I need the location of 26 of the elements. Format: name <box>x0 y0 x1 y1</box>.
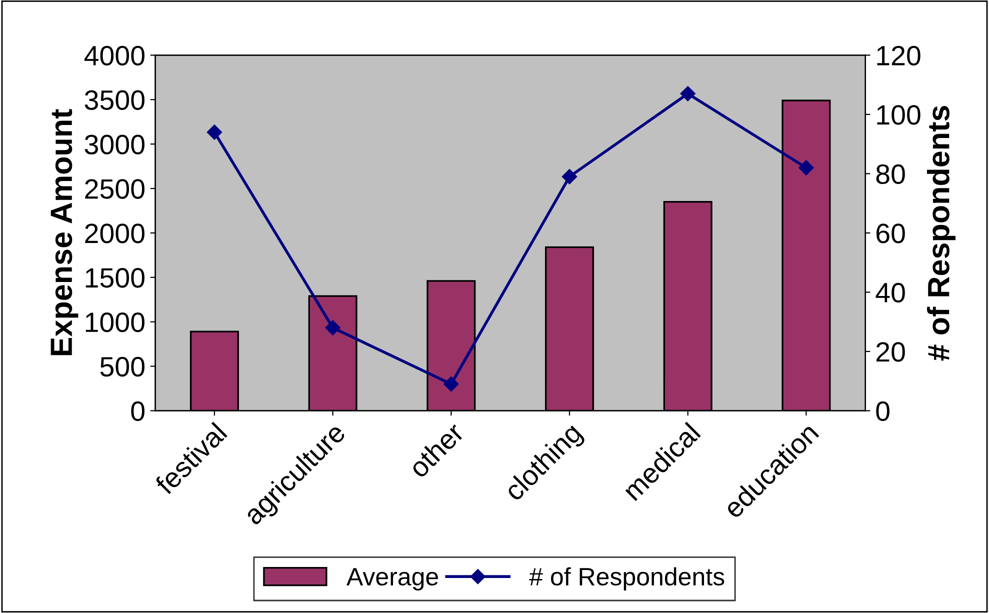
point <box>562 169 578 184</box>
point <box>444 376 459 392</box>
y2-tick-label: 120 <box>877 46 920 66</box>
y-tick-label: 1000 <box>86 312 144 332</box>
y-tick-label: 3000 <box>84 134 144 154</box>
y-tick-label: 2500 <box>85 179 144 199</box>
y2-axis-title: # of Respondents <box>926 106 956 361</box>
y2-tick-label: 20 <box>876 342 905 362</box>
y2-tick-label: 80 <box>876 164 905 184</box>
legend-label: # of Respondents <box>529 567 724 590</box>
legend-label: Average <box>346 568 438 590</box>
point <box>325 320 340 336</box>
y-tick-label: 500 <box>100 356 144 377</box>
point <box>798 160 814 176</box>
y-tick-label: 2000 <box>85 224 144 244</box>
y-axis-title: Expense Amount <box>50 109 78 356</box>
y-tick-label: 3500 <box>84 90 144 110</box>
y2-tick-label: 0 <box>876 401 890 422</box>
y2-tick-label: 40 <box>876 282 905 303</box>
point <box>206 124 222 140</box>
y2-tick-label: 60 <box>876 224 905 244</box>
y-tick-label: 4000 <box>84 46 144 66</box>
point <box>680 86 696 102</box>
y-tick-label: 1500 <box>86 268 144 288</box>
y-tick-label: 0 <box>131 401 144 422</box>
y2-tick-label: 100 <box>877 105 920 125</box>
